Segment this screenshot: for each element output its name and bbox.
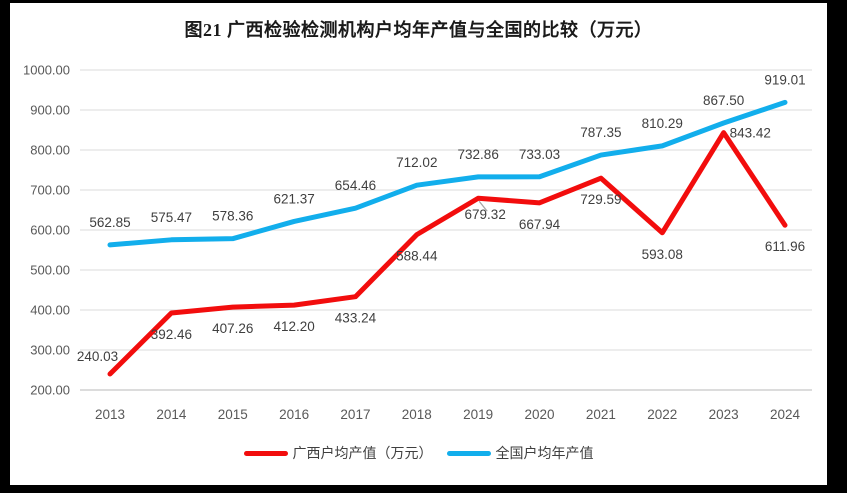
x-axis-tick-label: 2018 — [402, 407, 432, 422]
x-axis-tick-label: 2022 — [647, 407, 677, 422]
data-label: 562.85 — [89, 215, 130, 230]
x-axis-tick-label: 2014 — [156, 407, 187, 422]
data-label: 843.42 — [730, 126, 771, 141]
data-label: 810.29 — [642, 116, 683, 131]
x-axis-tick-label: 2016 — [279, 407, 309, 422]
chart-legend: 广西户均产值（万元） 全国户均年产值 — [10, 443, 827, 463]
y-axis-tick-label: 600.00 — [30, 223, 70, 238]
data-label: 712.02 — [396, 155, 437, 170]
y-axis-tick-label: 900.00 — [30, 103, 70, 118]
x-axis-tick-label: 2024 — [770, 407, 801, 422]
data-label: 611.96 — [765, 239, 805, 254]
legend-label: 全国户均年产值 — [495, 445, 594, 461]
data-label: 240.03 — [77, 349, 118, 364]
y-axis-tick-label: 500.00 — [30, 263, 70, 278]
data-label: 732.86 — [458, 147, 499, 162]
data-label: 867.50 — [703, 93, 744, 108]
y-axis-tick-label: 800.00 — [30, 143, 70, 158]
x-axis-tick-label: 2021 — [586, 407, 616, 422]
data-label: 733.03 — [519, 147, 560, 162]
y-axis-tick-label: 200.00 — [30, 383, 70, 398]
data-label: 621.37 — [273, 191, 314, 206]
y-axis-tick-label: 1000.00 — [23, 63, 70, 78]
y-axis-tick-label: 700.00 — [30, 183, 70, 198]
legend-item: 广西户均产值（万元） — [243, 443, 433, 463]
data-label: 392.46 — [151, 327, 192, 342]
data-label: 407.26 — [212, 321, 253, 336]
label-leader-line — [478, 200, 488, 212]
data-label: 667.94 — [519, 217, 561, 232]
y-axis-tick-label: 400.00 — [30, 303, 70, 318]
chart-title: 图21 广西检验检测机构户均年产值与全国的比较（万元） — [184, 20, 653, 40]
data-label: 593.08 — [642, 247, 683, 262]
x-axis-tick-label: 2015 — [218, 407, 248, 422]
legend-item: 全国户均年产值 — [446, 443, 594, 463]
data-label: 433.24 — [335, 311, 377, 326]
data-label: 919.01 — [764, 72, 805, 87]
y-axis-tick-label: 300.00 — [30, 343, 70, 358]
data-label: 575.47 — [151, 210, 192, 225]
legend-line-swatch — [446, 450, 491, 456]
x-axis-tick-label: 2013 — [95, 407, 125, 422]
data-label: 588.44 — [396, 249, 438, 264]
data-label: 729.59 — [580, 192, 621, 207]
data-label: 679.32 — [465, 207, 506, 222]
data-label: 654.46 — [335, 178, 376, 193]
legend-line-swatch — [243, 450, 288, 456]
data-label: 787.35 — [580, 125, 621, 140]
x-axis-tick-label: 2020 — [525, 407, 555, 422]
data-label: 578.36 — [212, 209, 253, 224]
series-line — [107, 130, 788, 377]
x-axis-tick-label: 2019 — [463, 407, 493, 422]
series-line — [107, 99, 788, 248]
x-axis-tick-label: 2023 — [709, 407, 739, 422]
data-label: 412.20 — [273, 319, 314, 334]
legend-label: 广西户均产值（万元） — [292, 445, 433, 461]
x-axis-tick-label: 2017 — [340, 407, 370, 422]
line-chart-plot: 200.00 300.00 400.00 500.00 600.00 700.00 800.… — [23, 63, 812, 422]
